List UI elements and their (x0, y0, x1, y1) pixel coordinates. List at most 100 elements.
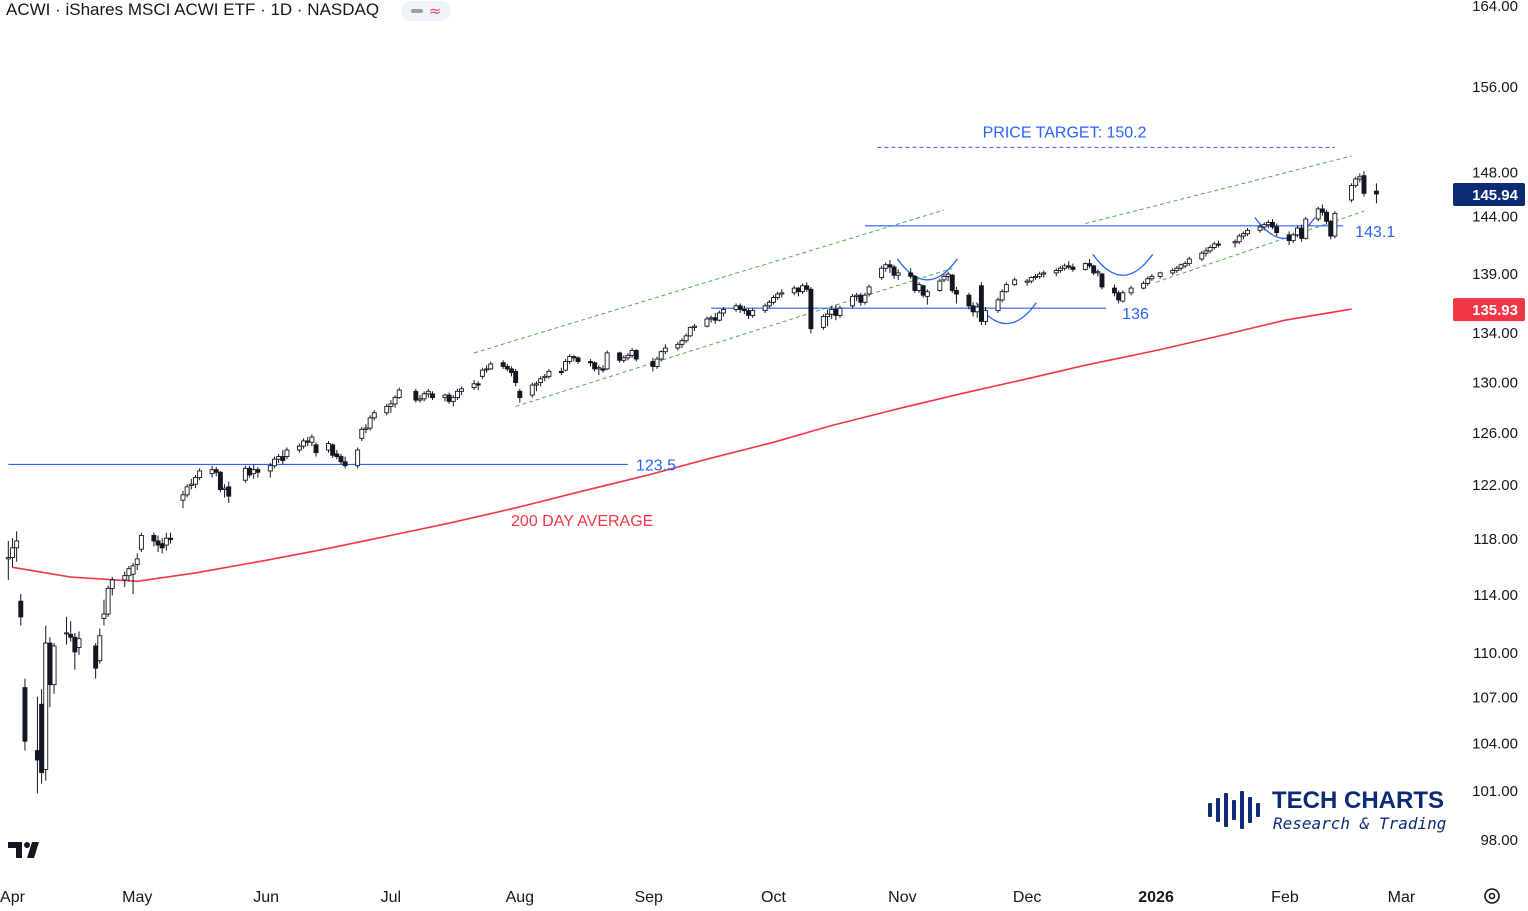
candle (762, 303, 768, 314)
candle-body (820, 316, 826, 328)
candle (513, 368, 519, 387)
candle (704, 316, 710, 328)
candle (184, 484, 190, 498)
candle (267, 463, 273, 478)
candle (529, 382, 535, 398)
candle-body (953, 290, 959, 295)
candle-body (633, 350, 639, 360)
y-tick-label: 122.00 (1472, 477, 1518, 494)
candle (251, 464, 257, 479)
candle (949, 274, 955, 293)
candle (1211, 241, 1217, 250)
candle-body (1215, 243, 1221, 246)
candle (500, 360, 506, 369)
candle (887, 260, 893, 273)
candle-body (513, 370, 519, 384)
candle (737, 303, 743, 314)
logo-bar (1208, 803, 1212, 817)
candle (866, 284, 872, 297)
candle-body (829, 308, 835, 315)
candle-body (833, 308, 839, 316)
candle (97, 628, 103, 664)
candle-body (733, 305, 739, 310)
candle-body (130, 565, 136, 575)
candle-body (891, 266, 897, 276)
candle (1261, 222, 1267, 231)
y-tick-label: 110.00 (1473, 645, 1518, 662)
candle-body (446, 394, 452, 402)
candle-body (22, 687, 28, 742)
candle (76, 631, 82, 655)
candle-body (538, 378, 544, 384)
candle-body (267, 465, 273, 472)
candle (1265, 220, 1271, 229)
approx-wave-icon[interactable]: ≈ (428, 1, 442, 20)
candle (538, 376, 544, 387)
candle-body (1037, 273, 1043, 277)
candle-body (1178, 264, 1184, 269)
candle (1003, 282, 1009, 293)
candle (425, 388, 431, 398)
candle-body (1033, 275, 1038, 279)
candle (305, 437, 311, 447)
candle-body (908, 272, 914, 277)
candle-body (1116, 292, 1122, 301)
candle-body (692, 325, 697, 328)
candle-body (1374, 190, 1379, 195)
candle-body (509, 368, 514, 374)
candle (417, 395, 423, 403)
candle-body (72, 636, 78, 653)
candle-body (866, 286, 872, 295)
candle-body (558, 370, 564, 374)
candle-body (1357, 176, 1363, 180)
candle (163, 532, 169, 551)
candle (675, 341, 681, 351)
candle-body (804, 285, 810, 290)
candle (858, 292, 864, 306)
candle-body (305, 440, 311, 443)
candle (1128, 285, 1134, 296)
candle-body (879, 267, 885, 279)
candle (791, 285, 797, 296)
candle (558, 367, 564, 376)
candle-body (109, 579, 115, 589)
candle-body (1053, 270, 1059, 274)
candle-body (945, 273, 951, 277)
y-tick-label: 130.00 (1472, 374, 1518, 391)
indicator-toggle-pill[interactable]: ≈ (401, 1, 451, 21)
candle-body (388, 403, 394, 407)
candle-body (1294, 227, 1300, 236)
candle (475, 381, 481, 391)
minus-icon[interactable] (410, 9, 423, 13)
candle-body (617, 352, 623, 361)
candle-body (1328, 220, 1334, 237)
candle-body (542, 375, 548, 379)
candle-body (766, 301, 772, 307)
candle (970, 302, 976, 317)
candle-body (471, 383, 477, 389)
candle-body (5, 557, 11, 560)
gear-icon[interactable] (1482, 886, 1502, 911)
candle (105, 585, 111, 617)
candle (197, 468, 203, 481)
candle-body (188, 483, 194, 486)
candle-body (862, 294, 868, 303)
y-tick-label: 118.00 (1473, 531, 1518, 548)
candle-body (272, 458, 277, 467)
candle (1349, 183, 1354, 203)
candle (371, 410, 377, 421)
x-tick-label: Sep (634, 889, 663, 906)
candle-body (1245, 229, 1250, 235)
candle-body (1145, 278, 1151, 284)
candle (912, 275, 918, 293)
candle-body (1261, 224, 1267, 228)
price-badge: 135.93 (1453, 298, 1525, 322)
candle (1240, 231, 1246, 240)
candle (1215, 240, 1221, 248)
candle-body (280, 456, 286, 461)
x-tick-label: Mar (1388, 889, 1416, 906)
candle-body (209, 469, 215, 475)
candle-body (1270, 221, 1275, 228)
candle-body (687, 326, 693, 337)
